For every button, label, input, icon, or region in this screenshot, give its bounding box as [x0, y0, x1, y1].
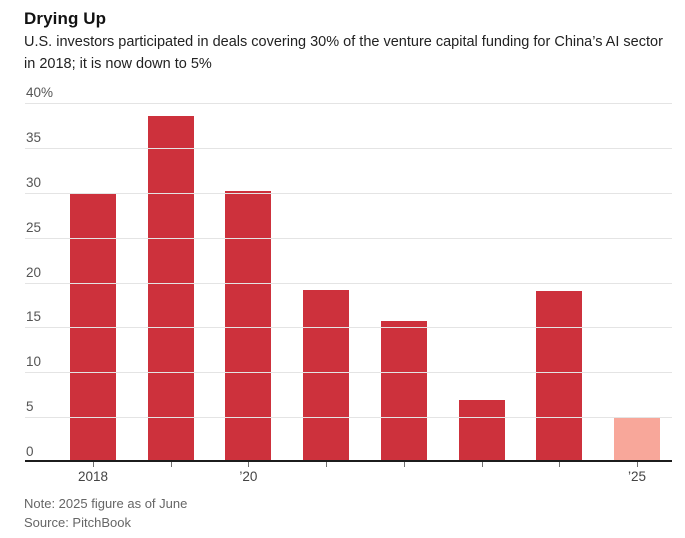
bar-2021	[303, 289, 350, 462]
bar-2019	[147, 116, 194, 462]
bar-2023	[458, 400, 505, 462]
y-axis-tick-label: 30	[26, 174, 42, 190]
x-axis-tick	[637, 462, 638, 467]
x-axis-tick-label: 2018	[77, 469, 109, 484]
x-axis-tick	[170, 462, 172, 467]
x-axis-tick-label: ’25	[627, 469, 647, 484]
gridline	[25, 147, 672, 149]
x-axis-tick	[403, 462, 405, 467]
y-axis-tick-label: 20	[26, 264, 42, 280]
x-axis-tick	[93, 462, 94, 467]
chart-title: Drying Up	[24, 9, 107, 28]
y-axis-tick-label: 0	[26, 444, 34, 459]
x-axis-tick	[248, 462, 250, 467]
y-axis-tick-label: 40%	[26, 85, 54, 100]
y-axis-tick-label: 5	[26, 399, 34, 415]
y-axis-tick-label: 35	[26, 129, 42, 145]
bar-2024	[536, 291, 583, 462]
plot-area: 40% 35 30 25 20 15 10 5 0 2018 ’20 ’25	[25, 85, 672, 484]
x-axis-tick	[326, 462, 328, 467]
bar-2022	[380, 321, 427, 462]
bar-2020	[225, 190, 272, 462]
x-axis-line	[25, 460, 672, 462]
gridline	[25, 372, 672, 374]
gridline	[25, 192, 672, 194]
bar-2025	[613, 417, 660, 462]
x-axis-tick	[559, 462, 561, 467]
chart-subtitle: U.S. investors participated in deals cov…	[24, 34, 663, 72]
gridline	[25, 327, 672, 329]
chart-source: Source: PitchBook	[24, 515, 131, 530]
x-axis-tick-label: ’20	[239, 469, 258, 484]
chart-note: Note: 2025 figure as of June	[24, 496, 188, 511]
y-axis-tick-label: 10	[26, 354, 42, 370]
gridline	[25, 237, 672, 239]
bars-area	[70, 103, 660, 462]
gridline	[25, 417, 672, 419]
y-axis-tick-label: 25	[26, 219, 42, 235]
gridline	[25, 282, 672, 284]
x-axis-tick	[481, 462, 483, 467]
gridline	[25, 103, 672, 104]
y-axis-tick-label: 15	[26, 309, 42, 325]
